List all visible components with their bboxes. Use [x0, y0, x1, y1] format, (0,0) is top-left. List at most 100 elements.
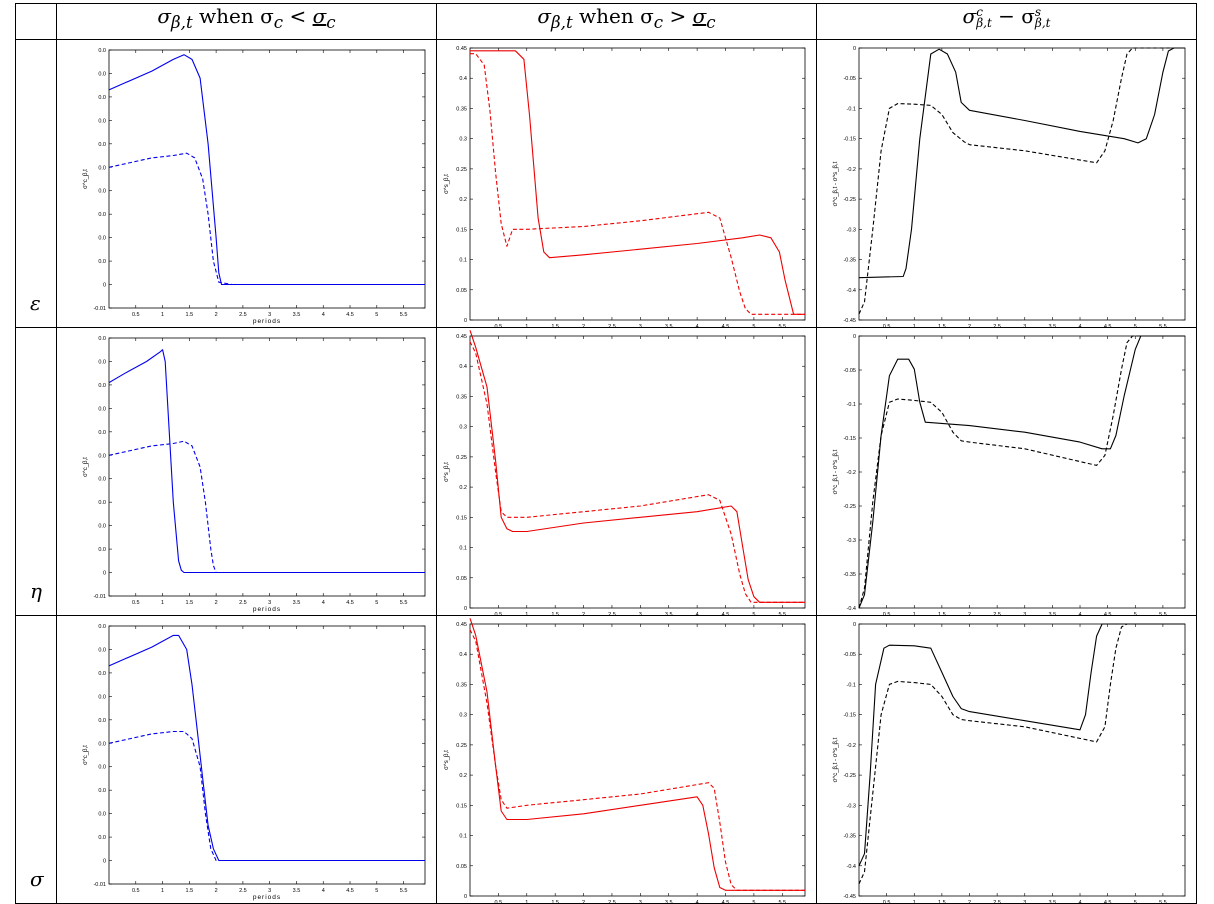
x-tick-label: 2: [968, 612, 971, 615]
panel-r2c2: 0.511.522.533.544.555.5periods00.050.10.…: [436, 327, 817, 616]
x-tick-label: 1: [913, 324, 916, 327]
y-tick-label: 0.0: [98, 671, 106, 677]
y-tick-label: -0.25: [843, 773, 856, 779]
plot-frame: [469, 335, 806, 609]
plot-frame: [469, 47, 806, 321]
y-tick-label: -0.3: [847, 538, 856, 544]
y-tick-label: 0.2: [459, 197, 467, 203]
x-tick-label: 1.5: [551, 612, 559, 615]
y-tick-label: -0.1: [847, 402, 856, 408]
x-tick-label: 5.5: [400, 888, 408, 894]
row-symbol: η: [30, 579, 42, 603]
col3-sup2: s: [1034, 4, 1042, 19]
y-tick-label: -0.3: [847, 227, 856, 233]
y-tick-label: 0.0: [98, 835, 106, 841]
x-tick-label: 4: [1078, 900, 1081, 903]
y-tick-label: 0.0: [98, 359, 106, 365]
x-tick-label: 3: [1023, 900, 1026, 903]
y-tick-label: 0.0: [98, 812, 106, 818]
x-tick-label: 1: [525, 612, 528, 615]
series-line-solid: [858, 335, 1185, 609]
y-tick-label: 0.2: [459, 773, 467, 779]
x-tick-label: 4: [696, 324, 699, 327]
x-tick-label: 5.5: [1159, 612, 1167, 615]
y-tick-label: 0: [103, 571, 106, 577]
x-tick-label: 0.5: [883, 900, 891, 903]
x-tick-label: 3: [268, 888, 271, 894]
y-tick-label: 0.45: [456, 46, 467, 52]
y-axis-label: σ^s_β,t: [444, 462, 450, 482]
panel-r1c3: 0.511.522.533.544.555.5periods-0.45-0.4-…: [816, 39, 1197, 328]
panel-r1c1: 0.5 1 1.5 2 2.5 3 3.5 4 4.5 5 5.5 periods -0.01 0 0.0 0…: [56, 39, 437, 328]
series-line-solid: [108, 634, 425, 862]
series-line-solid: [470, 50, 805, 315]
y-tick-label: 0.0: [98, 500, 106, 506]
y-tick-label: 0.0: [98, 694, 106, 700]
y-tick-label: 0.0: [98, 477, 106, 483]
y-tick-label: -0.1: [847, 106, 856, 112]
x-tick-label: 5: [1134, 612, 1137, 615]
x-tick-label: 0.5: [132, 888, 140, 894]
col2-sub: β,t: [551, 13, 573, 32]
x-tick-label: 5: [375, 600, 378, 606]
y-tick-label: 0: [853, 622, 856, 628]
y-tick-label: 0: [464, 318, 467, 324]
y-tick-label: 0.1: [459, 258, 467, 264]
x-tick-label: 5.5: [1159, 900, 1167, 903]
x-tick-label: 4: [322, 600, 325, 606]
col1-sub: β,t: [171, 13, 193, 32]
col1-c: c: [273, 13, 284, 32]
x-tick-label: 4: [322, 888, 325, 894]
plot-frame: [108, 337, 426, 597]
x-tick-label: 1.5: [938, 324, 946, 327]
y-tick-label: -0.05: [843, 368, 856, 374]
line-chart: 0.511.522.533.544.555.5periods-0.45-0.4-…: [833, 46, 1186, 327]
y-tick-label: 0.0: [98, 741, 106, 747]
y-tick-label: 0.0: [98, 48, 106, 54]
x-tick-label: 1: [161, 888, 164, 894]
y-axis-label: σ^c_β,t - σ^s_β,t: [833, 737, 839, 782]
line-chart: 0.511.522.533.544.555.5periods-0.4-0.35-…: [833, 334, 1186, 615]
col3-sub: β,t: [976, 15, 992, 30]
x-tick-label: 4.5: [346, 600, 354, 606]
x-tick-label: 5.5: [778, 900, 786, 903]
x-tick-label: 3: [639, 324, 642, 327]
series-line-solid: [469, 618, 805, 891]
y-tick-label: 0.0: [98, 165, 106, 171]
y-tick-label: -0.15: [843, 137, 856, 143]
row-eps: ε 0.5 1 1.5 2 2.5 3 3.5 4 4.5 5 5.5 periods -0.01 0 0.…: [15, 39, 1197, 328]
panel-r2c1: 0.5 1 1.5 2 2.5 3 3.5 4 4.5 5 5.5 periods -0.01 0 0.0 0…: [56, 327, 437, 616]
y-tick-label: 0.0: [98, 383, 106, 389]
plot-frame: [858, 335, 1186, 609]
y-tick-label: 0.15: [456, 515, 467, 521]
y-tick-label: 0.4: [459, 76, 467, 82]
y-tick-label: 0.3: [459, 137, 467, 143]
y-tick-label: -0.01: [93, 594, 106, 600]
line-chart: 0.5 1 1.5 2 2.5 3 3.5 4 4.5 5 5.5periods-0.0100.00…: [83, 624, 426, 901]
plot-frame: [858, 623, 1186, 897]
series-line-solid: [469, 330, 805, 603]
row-symbol: σ: [30, 867, 44, 891]
x-tick-label: 0.5: [883, 324, 891, 327]
y-tick-label: 0.0: [98, 524, 106, 530]
x-tick-label: 3: [639, 612, 642, 615]
x-tick-label: 1: [525, 900, 528, 903]
x-tick-label: 2: [582, 612, 585, 615]
x-tick-label: 2.5: [608, 612, 616, 615]
y-tick-label: -0.35: [843, 834, 856, 840]
y-tick-label: -0.2: [847, 743, 856, 749]
y-axis-label: σ^s_β,t: [444, 750, 450, 770]
x-tick-label: 2.5: [608, 324, 616, 327]
x-tick-label: 5: [1134, 900, 1137, 903]
y-tick-label: -0.4: [847, 288, 856, 294]
x-tick-label: 1.5: [186, 312, 194, 318]
y-tick-label: 0: [103, 859, 106, 865]
y-tick-label: 0: [853, 334, 856, 340]
y-tick-label: -0.45: [843, 894, 856, 900]
y-tick-label: -0.4: [847, 606, 856, 612]
plot-frame: [858, 47, 1186, 321]
x-tick-label: 2: [582, 900, 585, 903]
x-tick-label: 0.5: [495, 612, 503, 615]
y-tick-label: 0.0: [98, 212, 106, 218]
x-tick-label: 5.5: [778, 612, 786, 615]
